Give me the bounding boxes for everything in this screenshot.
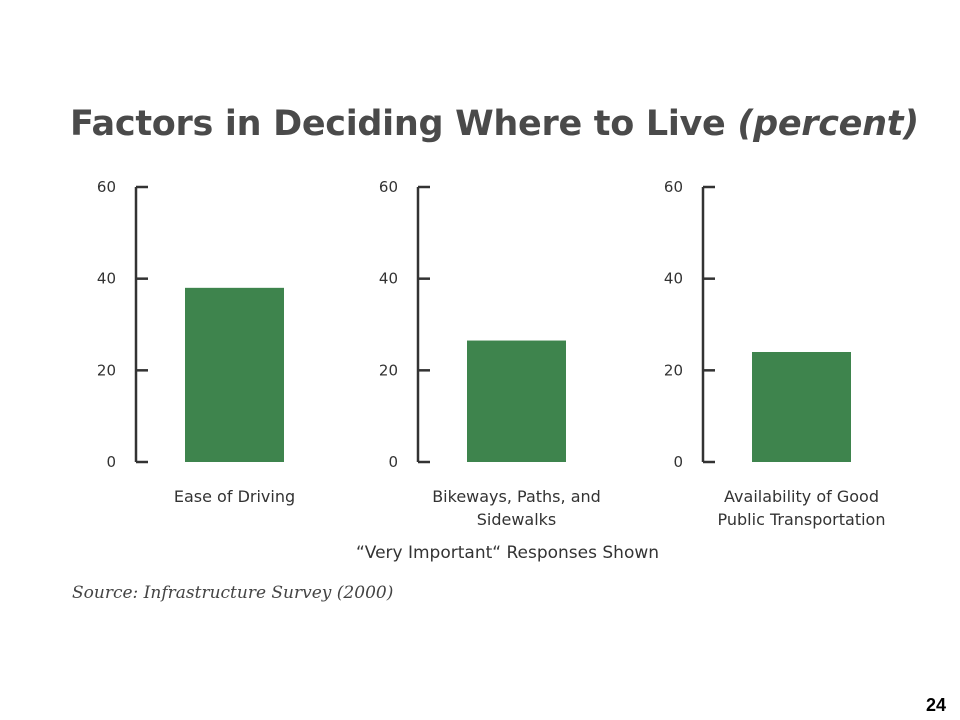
chart-title-main: Factors in Deciding Where to Live — [70, 104, 726, 144]
chart-caption: “Very Important“ Responses Shown — [355, 543, 660, 563]
y-tick-label: 40 — [664, 270, 683, 288]
y-tick-label: 20 — [97, 361, 116, 379]
y-tick-label: 20 — [379, 361, 398, 379]
category-label: Availability of Good — [724, 487, 879, 506]
y-tick-label: 60 — [97, 178, 116, 196]
source-note: Source: Infrastructure Survey (2000) — [72, 583, 394, 603]
bar — [467, 340, 566, 462]
category-label: Public Transportation — [718, 510, 886, 529]
chart-title-suffix: (percent) — [737, 104, 919, 144]
bar — [752, 352, 851, 462]
chart-title: Factors in Deciding Where to Live (perce… — [70, 104, 919, 144]
y-tick-label: 0 — [673, 453, 683, 471]
page-number: 24 — [925, 695, 946, 715]
y-tick-label: 20 — [664, 361, 683, 379]
bar — [185, 287, 284, 462]
category-label: Ease of Driving — [174, 487, 295, 506]
y-tick-label: 60 — [664, 178, 683, 196]
category-label: Bikeways, Paths, and — [432, 487, 601, 506]
y-tick-label: 0 — [106, 453, 116, 471]
category-label: Sidewalks — [477, 510, 557, 529]
y-tick-label: 40 — [379, 270, 398, 288]
y-tick-label: 0 — [388, 453, 398, 471]
y-tick-label: 40 — [97, 270, 116, 288]
y-tick-label: 60 — [379, 178, 398, 196]
